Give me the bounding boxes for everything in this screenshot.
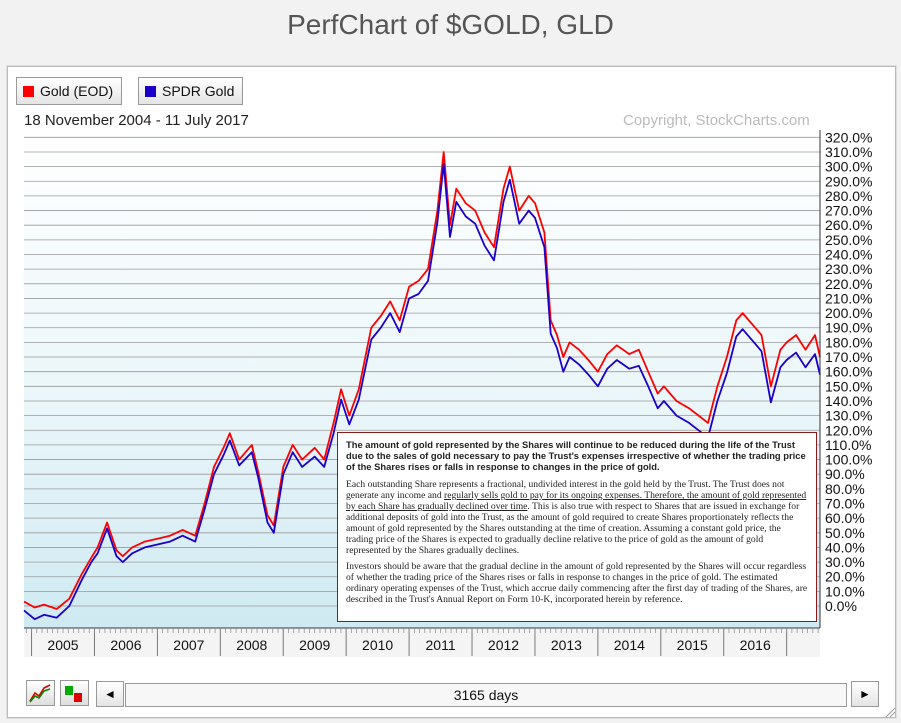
blue-square-icon [145,85,156,97]
scroll-right-button[interactable]: ► [851,681,879,707]
note-underlined-text: regularly sells gold to pay for its ongo… [346,490,807,512]
bar-chart-icon [65,686,82,702]
days-label: 3165 days [453,687,519,703]
resize-grip-icon[interactable] [884,706,896,718]
note-text: . This is also true with respect to Shar… [346,501,800,556]
performance-view-button[interactable] [26,680,55,706]
time-scrollbar[interactable]: 3165 days [125,683,847,707]
note-text: Each outstanding Share represents a frac… [346,479,785,501]
prospectus-note: The amount of gold represented by the Sh… [337,432,817,622]
legend-label: Gold (EOD) [40,83,114,99]
date-range: 18 November 2004 - 11 July 2017 [24,112,249,129]
legend-label: SPDR Gold [162,83,235,99]
copyright: Copyright, StockCharts.com [623,112,810,129]
page-title: PerfChart of $GOLD, GLD [287,9,614,40]
red-square-icon [23,85,34,97]
note-bold: The amount of gold represented by the Sh… [346,439,806,472]
note-paragraph: Each outstanding Share represents a frac… [346,479,808,556]
performance-line-icon [29,684,51,703]
legend-item-spdr-gold[interactable]: SPDR Gold [138,77,244,105]
bar-view-button[interactable] [60,680,89,706]
note-paragraph: Investors should be aware that the gradu… [346,561,808,605]
legend-item-gold[interactable]: Gold (EOD) [16,77,123,105]
scroll-left-button[interactable]: ◄ [96,681,124,707]
